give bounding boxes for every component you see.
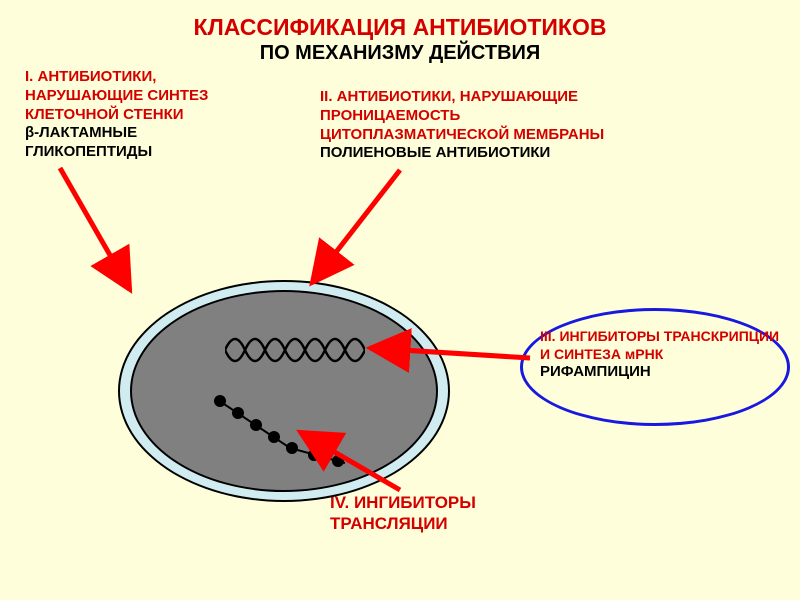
label-1-black: β-ЛАКТАМНЫЕ ГЛИКОПЕПТИДЫ	[25, 124, 265, 162]
label-2-red: II. АНТИБИОТИКИ, НАРУШАЮЩИЕ ПРОНИЦАЕМОСТ…	[320, 88, 640, 144]
dna-helix-icon	[225, 328, 365, 372]
label-4-red: IV. ИНГИБИТОРЫ ТРАНСЛЯЦИИ	[330, 492, 590, 535]
label-group-1: I. АНТИБИОТИКИ, НАРУШАЮЩИЕ СИНТЕЗ КЛЕТОЧ…	[25, 68, 265, 162]
label-3-red: III. ИНГИБИТОРЫ ТРАНСКРИПЦИИ И СИНТЕЗА м…	[540, 328, 780, 363]
label-group-3: III. ИНГИБИТОРЫ ТРАНСКРИПЦИИ И СИНТЕЗА м…	[540, 328, 780, 382]
subtitle: ПО МЕХАНИЗМУ ДЕЙСТВИЯ	[0, 42, 800, 65]
label-group-4: IV. ИНГИБИТОРЫ ТРАНСЛЯЦИИ	[330, 492, 590, 535]
label-3-black: РИФАМПИЦИН	[540, 363, 780, 382]
label-group-2: II. АНТИБИОТИКИ, НАРУШАЮЩИЕ ПРОНИЦАЕМОСТ…	[320, 88, 640, 163]
ribosome-chain-icon	[210, 388, 360, 478]
main-title: КЛАССИФИКАЦИЯ АНТИБИОТИКОВ	[0, 14, 800, 41]
label-2-black: ПОЛИЕНОВЫЕ АНТИБИОТИКИ	[320, 144, 640, 163]
label-1-red: I. АНТИБИОТИКИ, НАРУШАЮЩИЕ СИНТЕЗ КЛЕТОЧ…	[25, 68, 265, 124]
